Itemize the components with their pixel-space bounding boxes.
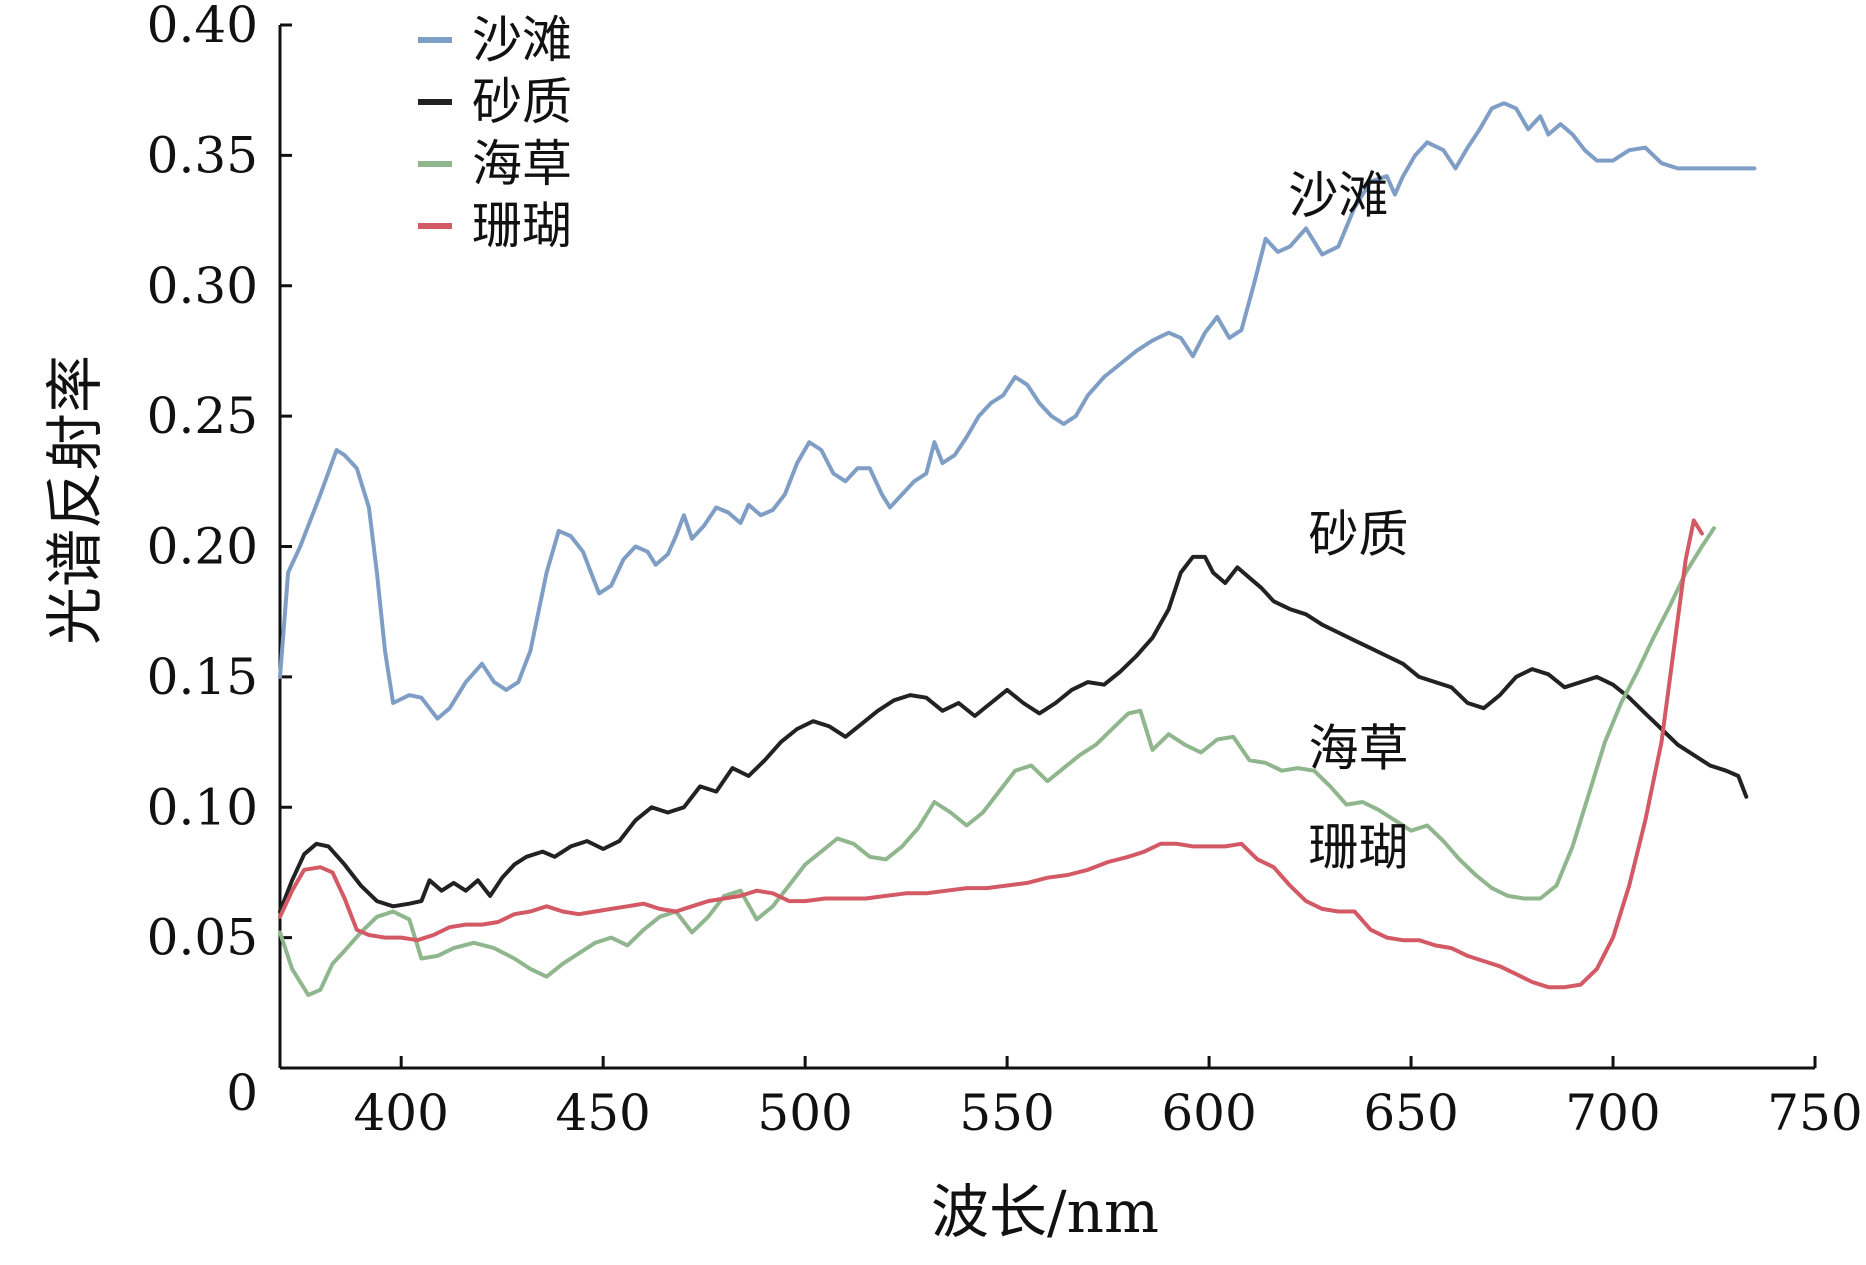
y-tick-label: 0.10 <box>147 778 258 836</box>
series-annotation-4: 珊瑚 <box>1309 819 1409 877</box>
y-tick-label: 0.40 <box>147 0 258 54</box>
y-axis-ticks: 0 0.05 0.10 0.15 0.20 0.25 0.30 0.35 0.40 <box>147 0 292 1122</box>
x-tick-label: 550 <box>959 1084 1054 1142</box>
series-annotation-3: 海草 <box>1309 720 1409 778</box>
y-tick-label: 0.30 <box>147 257 258 315</box>
x-tick-label: 700 <box>1565 1084 1660 1142</box>
series-annotation-1: 沙滩 <box>1288 167 1388 225</box>
legend-label: 砂质 <box>472 73 572 131</box>
legend-label: 沙滩 <box>472 11 572 69</box>
series-line-4 <box>278 518 1704 990</box>
x-tick-label: 600 <box>1161 1084 1256 1142</box>
x-tick-label: 650 <box>1363 1084 1458 1142</box>
y-tick-label: 0 <box>226 1064 258 1122</box>
series-line-1 <box>278 101 1757 721</box>
series-lines <box>278 101 1757 997</box>
y-tick-label: 0.05 <box>147 909 258 967</box>
y-axis-title: 光谱反射率 <box>41 355 109 645</box>
x-tick-label: 750 <box>1767 1084 1862 1142</box>
x-tick-label: 400 <box>353 1084 448 1142</box>
series-line-2 <box>278 554 1749 914</box>
x-tick-label: 500 <box>757 1084 852 1142</box>
x-axis-title: 波长/nm <box>931 1178 1159 1246</box>
x-axis-ticks: 400 450 500 550 600 650 700 750 <box>353 1056 1863 1142</box>
legend-label: 珊瑚 <box>472 197 572 255</box>
legend-label: 海草 <box>472 135 572 193</box>
y-tick-label: 0.25 <box>147 387 258 445</box>
y-tick-label: 0.35 <box>147 126 258 184</box>
series-line-3 <box>278 526 1716 997</box>
x-tick-label: 450 <box>555 1084 650 1142</box>
y-tick-label: 0.20 <box>147 518 258 576</box>
series-annotation-2: 砂质 <box>1309 506 1409 564</box>
y-tick-label: 0.15 <box>147 648 258 706</box>
